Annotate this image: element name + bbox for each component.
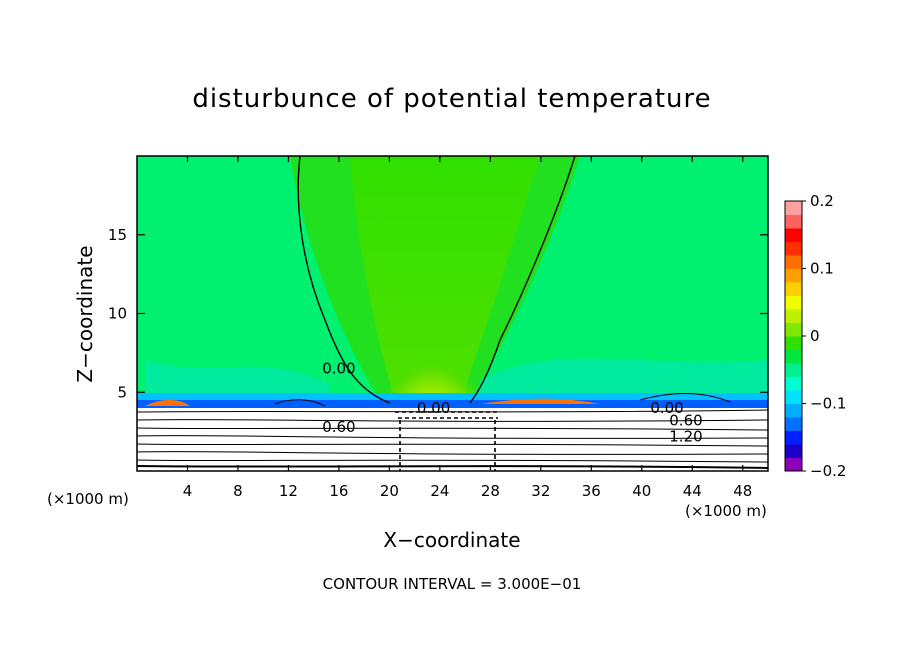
contour-right-bump [639, 393, 731, 403]
zero-contour-left [297, 156, 391, 404]
x-axis-label: X−coordinate [383, 528, 520, 552]
contour-d [137, 435, 768, 439]
colorbar-swatch [785, 403, 802, 418]
field-layer [137, 156, 768, 471]
x-unit-right: (×1000 m) [685, 502, 767, 520]
colorbar-swatch [785, 349, 802, 364]
contour-interval-note: CONTOUR INTERVAL = 3.000E−01 [322, 575, 582, 593]
x-axis: 4 8 12 16 20 24 28 32 36 40 44 48 [183, 156, 752, 500]
contour-a [137, 409, 768, 413]
x-tick-label: 12 [279, 482, 298, 500]
contour-label: 0.00 [322, 360, 355, 378]
y-tick-label: 10 [108, 305, 127, 323]
x-tick-label: 8 [233, 482, 243, 500]
cool-right [480, 358, 768, 400]
colorbar-tick-label: 0.2 [810, 192, 834, 210]
x-tick-label: 28 [481, 482, 500, 500]
colorbar-swatch [785, 390, 802, 404]
colorbar-swatch [785, 228, 802, 242]
colorbar-swatch [785, 322, 802, 337]
colorbar-swatch [785, 430, 802, 445]
contour-h [137, 465, 768, 469]
contour-lines [137, 156, 768, 471]
colorbar-swatch [785, 255, 802, 269]
contour-b [137, 419, 768, 422]
y-tick-label: 5 [117, 383, 127, 401]
x-unit-left: (×1000 m) [47, 490, 129, 508]
contour-dashed-top [395, 411, 500, 419]
y-tick-label: 15 [108, 226, 127, 244]
contour-label: 0.60 [322, 418, 355, 436]
contour-label: 0.00 [417, 399, 450, 417]
x-tick-label: 48 [733, 482, 752, 500]
x-tick-label: 32 [531, 482, 550, 500]
colorbar-swatch [785, 282, 802, 296]
zero-contour-right [469, 156, 576, 404]
central-block [400, 420, 495, 471]
colorbar-swatch [785, 363, 802, 377]
colorbar-swatch [785, 214, 802, 229]
x-tick-label: 4 [183, 482, 193, 500]
colorbar-swatch [785, 295, 802, 310]
contour-labels: 0.000.000.601.200.000.60 [322, 360, 702, 446]
contour-g [137, 459, 768, 463]
colorbar-tick-label: 0 [810, 327, 820, 345]
orange-streak-right [480, 398, 600, 404]
cool-left [145, 360, 330, 400]
colorbar-swatch [785, 336, 802, 350]
colorbar-swatch [785, 457, 802, 472]
contour-left-bump [274, 399, 326, 407]
y-axis-label: Z−coordinate [73, 245, 97, 382]
cold-band [137, 400, 768, 408]
colorbar-swatch [785, 444, 802, 458]
contour-c [137, 427, 768, 431]
contour-label: 0.00 [650, 399, 683, 417]
contour-dashed-sides [399, 420, 496, 471]
x-tick-label: 44 [683, 482, 702, 500]
colorbar-swatch [785, 417, 802, 431]
colorbar-swatch [785, 376, 802, 391]
x-tick-label: 16 [329, 482, 348, 500]
colorbar-tick-label: −0.2 [810, 462, 846, 480]
x-tick-label: 20 [380, 482, 399, 500]
colorbar-swatch [785, 241, 802, 256]
chart-title: disturbunce of potential temperature [192, 84, 712, 114]
y-axis: 5 10 15 [108, 226, 768, 401]
contour-e [137, 443, 768, 447]
x-tick-label: 24 [430, 482, 449, 500]
colorbar-tick-label: 0.1 [810, 260, 834, 278]
colorbar-tick-label: −0.1 [810, 395, 846, 413]
colorbar-swatch [785, 309, 802, 323]
x-tick-label: 40 [632, 482, 651, 500]
colorbar: 0.2 0.1 0 −0.1 −0.2 [784, 192, 846, 480]
contour-f [137, 451, 768, 455]
x-tick-label: 36 [582, 482, 601, 500]
contour-label: 1.20 [669, 427, 702, 445]
contour-label: 0.60 [669, 412, 702, 430]
colorbar-swatch [785, 201, 802, 215]
colorbar-swatch [785, 268, 802, 283]
orange-streak-left [145, 400, 190, 406]
